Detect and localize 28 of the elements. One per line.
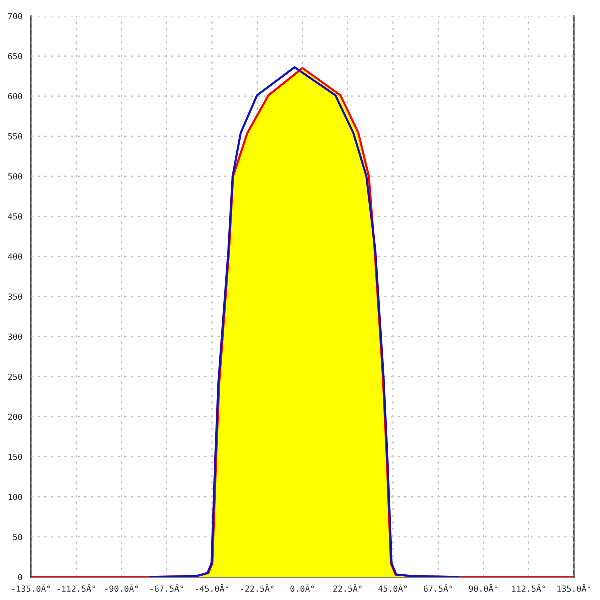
- y-tick-label: 300: [8, 334, 22, 340]
- y-tick-label: 50: [13, 534, 22, 540]
- y-tick-label: 700: [8, 13, 22, 20]
- x-tick-label: -112.5Â°: [58, 584, 96, 592]
- x-tick-label: -22.5Â°: [241, 584, 274, 592]
- y-tick-label: 400: [8, 254, 22, 260]
- x-tick-label: -135.0Â°: [12, 584, 50, 592]
- y-tick-label: 200: [8, 414, 22, 420]
- x-tick-label: 22.5Â°: [334, 584, 362, 592]
- y-tick-label: 500: [8, 173, 22, 180]
- y-tick-label: 600: [8, 93, 22, 100]
- x-tick-label: 45.0Â°: [378, 584, 408, 592]
- y-tick-label: 250: [8, 374, 22, 380]
- y-tick-label: 100: [8, 494, 22, 500]
- x-tick-label: 135.0Â°: [558, 584, 591, 592]
- y-tick-label: 450: [8, 214, 22, 220]
- y-tick-label: 550: [8, 133, 22, 140]
- y-tick-label: 150: [8, 454, 22, 460]
- x-tick-label: -90.0Â°: [106, 584, 138, 592]
- y-tick-label: 650: [8, 53, 22, 60]
- x-tick-label: 112.5Â°: [512, 584, 546, 592]
- x-tick-label: 0.0Â°: [290, 584, 314, 592]
- x-tick-label: -45.0Â°: [196, 584, 229, 592]
- x-tick-label: 67.5Â°: [424, 584, 452, 592]
- x-tick-label: -67.5Â°: [150, 584, 184, 592]
- y-tick-label: 350: [8, 294, 22, 300]
- x-tick-label: 90.0Â°: [469, 584, 498, 592]
- y-tick-label: 0: [18, 574, 22, 581]
